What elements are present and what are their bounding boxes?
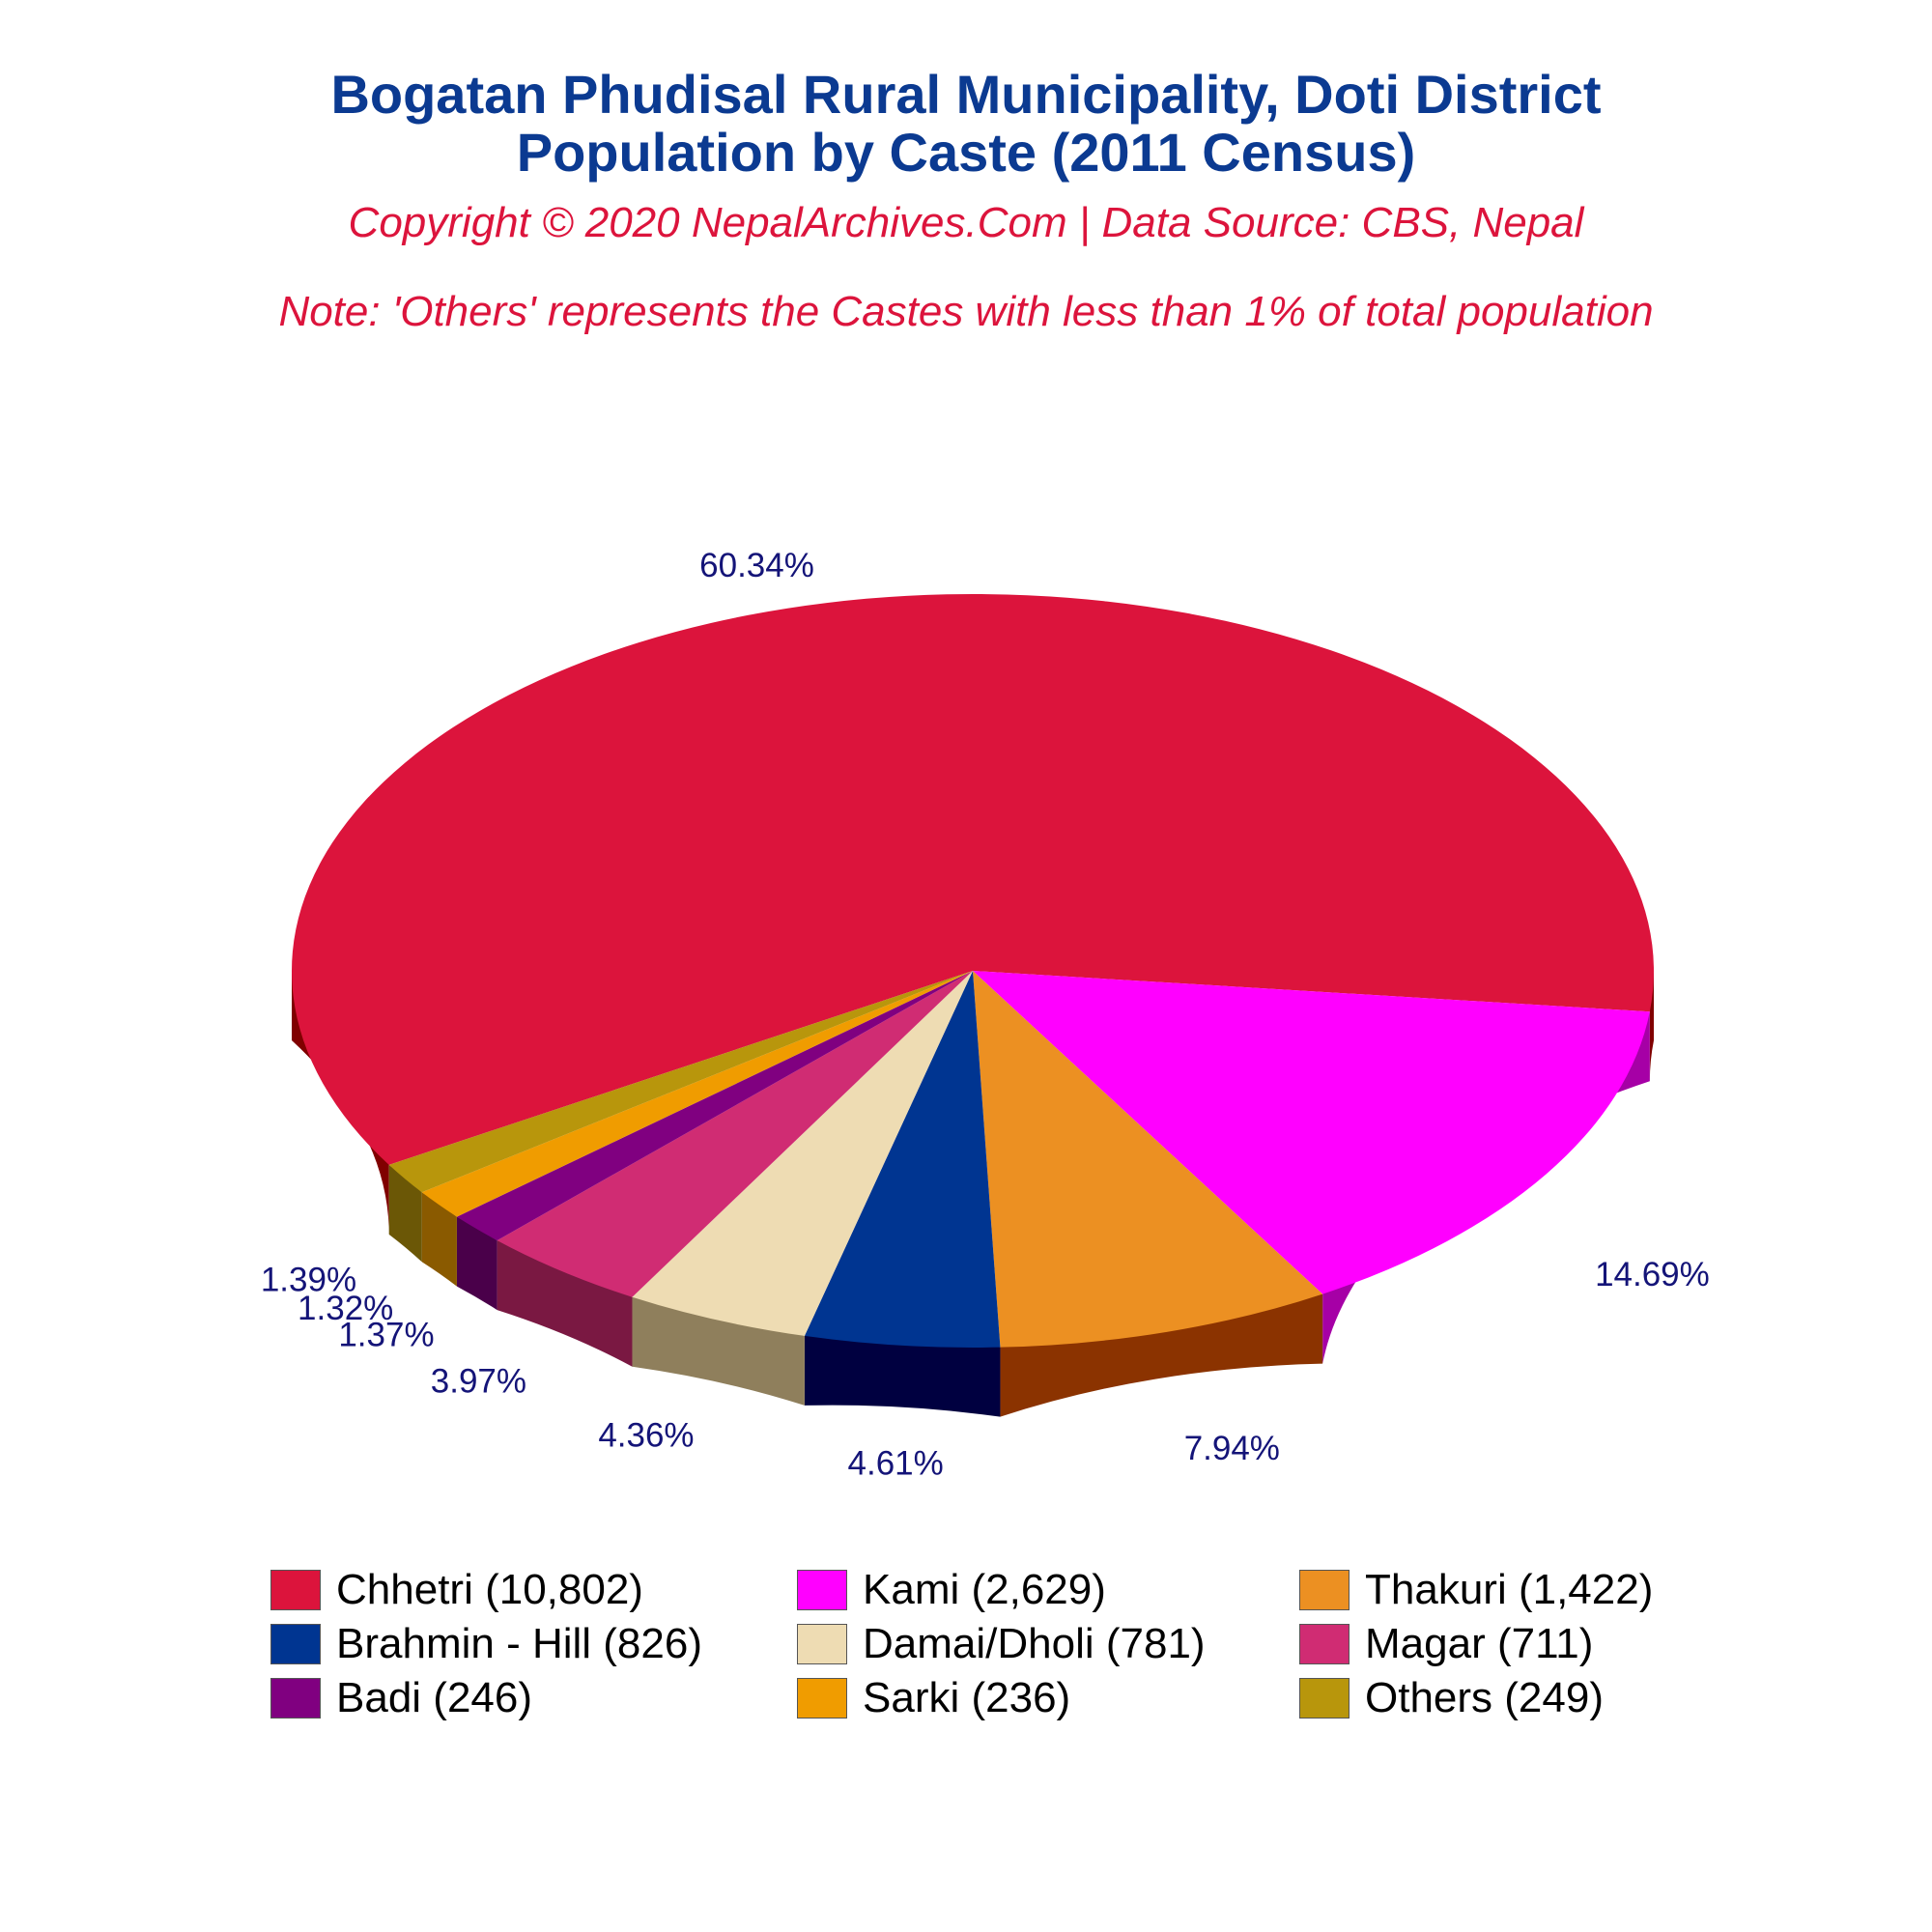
pie-slice-damai-dholi[interactable]: [632, 971, 973, 1336]
pie-label-damai-dholi: 4.36%: [598, 1416, 694, 1454]
legend-swatch: [797, 1624, 847, 1664]
pie-slice-kami[interactable]: [973, 971, 1650, 1294]
legend-label: Magar (711): [1365, 1620, 1594, 1667]
pie-slice-magar[interactable]: [497, 971, 973, 1297]
pie-slice-brahmin-hill[interactable]: [804, 971, 1001, 1348]
legend-label: Thakuri (1,422): [1365, 1566, 1654, 1613]
pie-slice-chhetri[interactable]: [291, 594, 1655, 1165]
legend-item-sarki: Sarki (236): [797, 1671, 1070, 1725]
pie-label-thakuri: 7.94%: [1184, 1430, 1280, 1467]
pie-label-chhetri: 60.34%: [699, 547, 814, 584]
legend-label: Damai/Dholi (781): [863, 1620, 1206, 1667]
legend-item-brahmin-hill: Brahmin - Hill (826): [270, 1617, 702, 1671]
legend-item-kami: Kami (2,629): [797, 1563, 1106, 1617]
pie-slice-others[interactable]: [388, 971, 974, 1193]
pie-label-badi: 1.37%: [338, 1317, 434, 1354]
legend-swatch: [797, 1570, 847, 1610]
pie-slice-badi[interactable]: [456, 971, 973, 1241]
pie-slices: [291, 594, 1655, 1348]
legend-swatch: [270, 1624, 321, 1664]
legend-swatch: [797, 1678, 847, 1719]
chart-subtitle: Population by Caste (2011 Census): [516, 122, 1416, 183]
chart-title: Bogatan Phudisal Rural Municipality, Dot…: [330, 64, 1602, 125]
chart-note: Note: 'Others' represents the Castes wit…: [278, 288, 1654, 335]
legend-swatch: [1299, 1624, 1350, 1664]
legend-swatch: [270, 1678, 321, 1719]
legend-label: Brahmin - Hill (826): [336, 1620, 702, 1667]
pie-percent-labels: 60.34%14.69%7.94%4.61%4.36%3.97%1.37%1.3…: [261, 547, 1710, 1483]
chart-header: Bogatan Phudisal Rural Municipality, Dot…: [0, 0, 1932, 336]
legend-label: Chhetri (10,802): [336, 1566, 643, 1613]
legend-item-magar: Magar (711): [1299, 1617, 1593, 1671]
legend-item-badi: Badi (246): [270, 1671, 532, 1725]
pie-label-kami: 14.69%: [1595, 1256, 1710, 1293]
legend-swatch: [270, 1570, 321, 1610]
pie-side-brahmin-hill: [804, 1335, 1001, 1417]
pie-label-others: 1.39%: [261, 1261, 356, 1298]
pie-slice-sarki[interactable]: [421, 971, 973, 1217]
legend-item-chhetri: Chhetri (10,802): [270, 1563, 643, 1617]
pie-side-badi: [456, 1216, 497, 1311]
pie-label-sarki: 1.32%: [298, 1290, 393, 1327]
legend-item-thakuri: Thakuri (1,422): [1299, 1563, 1653, 1617]
pie-side-sarki: [421, 1192, 457, 1287]
pie-label-brahmin-hill: 4.61%: [848, 1445, 944, 1483]
copyright-text: Copyright © 2020 NepalArchives.Com | Dat…: [348, 199, 1584, 246]
pie-side-magar: [497, 1240, 633, 1367]
legend-label: Sarki (236): [863, 1674, 1071, 1721]
legend-item-others: Others (249): [1299, 1671, 1604, 1725]
legend-label: Others (249): [1365, 1674, 1604, 1721]
pie-label-magar: 3.97%: [431, 1363, 526, 1401]
legend-item-damai-dholi: Damai/Dholi (781): [797, 1617, 1206, 1671]
pie-slice-thakuri[interactable]: [973, 971, 1323, 1348]
legend-label: Kami (2,629): [863, 1566, 1106, 1613]
pie-side-others: [388, 1164, 422, 1263]
legend-label: Badi (246): [336, 1674, 533, 1721]
legend-swatch: [1299, 1570, 1350, 1610]
legend-swatch: [1299, 1678, 1350, 1719]
